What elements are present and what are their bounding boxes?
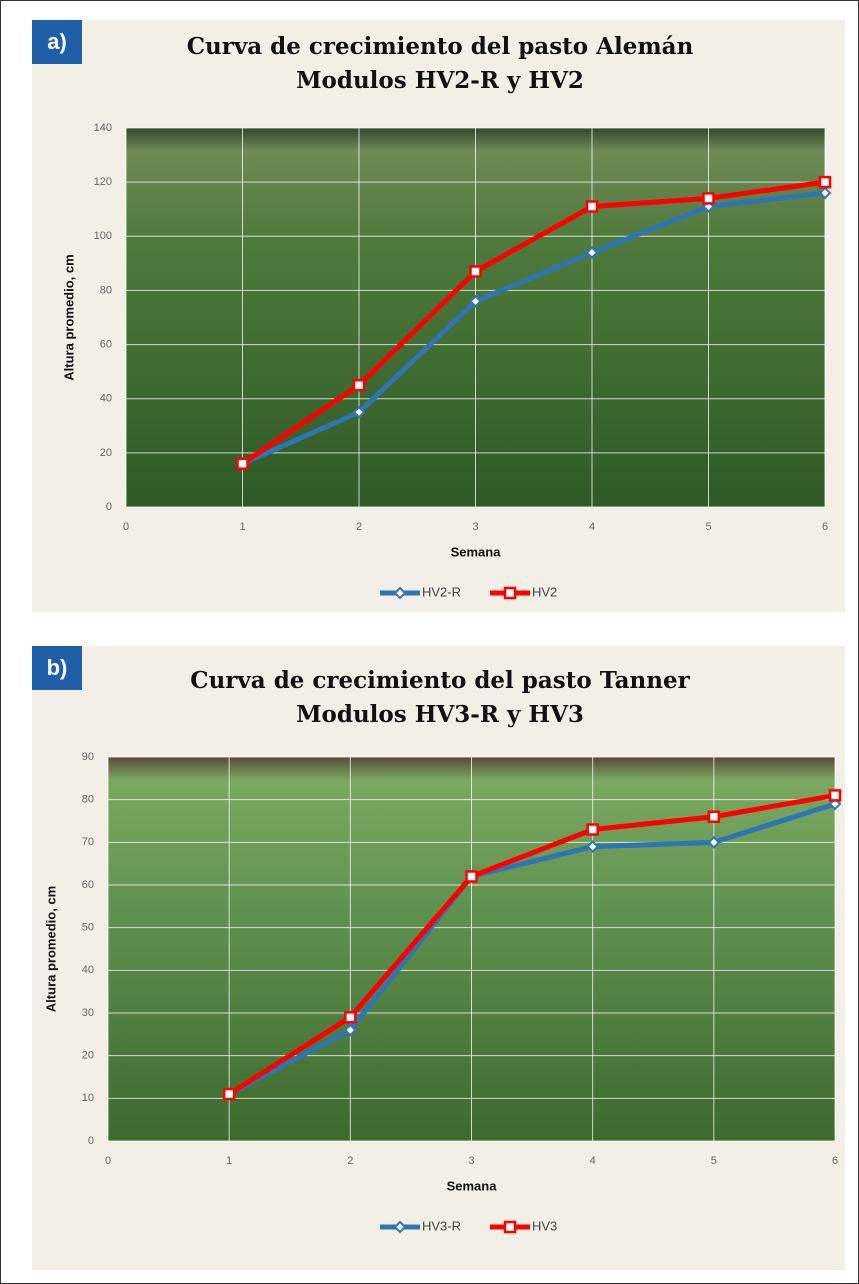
marker	[505, 1222, 515, 1232]
chart-subtitle: Modulos HV3-R y HV3	[296, 701, 584, 728]
y-tick-label: 40	[100, 393, 112, 405]
marker	[704, 193, 714, 203]
marker	[238, 459, 248, 469]
x-tick-label: 5	[711, 1155, 717, 1167]
x-tick-label: 5	[705, 521, 711, 533]
y-tick-label: 70	[82, 836, 94, 848]
y-tick-label: 20	[100, 447, 112, 459]
y-tick-label: 140	[94, 122, 112, 134]
y-tick-label: 0	[106, 501, 112, 513]
x-tick-label: 3	[468, 1155, 474, 1167]
marker	[709, 812, 719, 822]
y-tick-label: 80	[82, 794, 94, 806]
marker	[820, 177, 830, 187]
x-tick-label: 1	[239, 521, 245, 533]
y-tick-label: 0	[88, 1135, 94, 1147]
y-tick-label: 20	[82, 1050, 94, 1062]
x-tick-label: 6	[832, 1155, 838, 1167]
y-tick-label: 10	[82, 1092, 94, 1104]
y-tick-label: 40	[82, 964, 94, 976]
page: a) Curva de crecimiento del pasto Alemán M…	[0, 0, 859, 1284]
chart-subtitle: Modulos HV2-R y HV2	[296, 67, 584, 94]
marker	[467, 871, 477, 881]
marker	[505, 588, 515, 598]
panel-label: b)	[47, 655, 68, 680]
legend-label: HV2-R	[422, 584, 461, 599]
y-tick-label: 80	[100, 284, 112, 296]
x-tick-label: 3	[472, 521, 478, 533]
marker	[471, 266, 481, 276]
x-tick-label: 4	[590, 1155, 596, 1167]
x-tick-label: 2	[356, 521, 362, 533]
x-tick-label: 0	[123, 521, 129, 533]
legend-label: HV3	[532, 1218, 557, 1233]
y-tick-label: 30	[82, 1007, 94, 1019]
y-axis-label: Altura promedio, cm	[61, 254, 76, 380]
marker	[587, 202, 597, 212]
marker	[345, 1012, 355, 1022]
y-tick-label: 100	[94, 230, 112, 242]
marker	[354, 380, 364, 390]
x-tick-label: 6	[822, 521, 828, 533]
y-tick-label: 60	[82, 879, 94, 891]
x-tick-label: 4	[589, 521, 595, 533]
x-tick-label: 1	[226, 1155, 232, 1167]
marker	[224, 1089, 234, 1099]
x-axis-label: Semana	[451, 544, 502, 559]
y-tick-label: 60	[100, 338, 112, 350]
y-axis-label: Altura promedio, cm	[43, 886, 58, 1012]
y-tick-label: 50	[82, 922, 94, 934]
x-tick-label: 2	[347, 1155, 353, 1167]
y-tick-label: 120	[94, 176, 112, 188]
chart-title: Curva de crecimiento del pasto Alemán	[187, 33, 694, 60]
marker	[588, 825, 598, 835]
y-tick-label: 90	[82, 751, 94, 763]
legend-label: HV3-R	[422, 1218, 461, 1233]
panel-label: a)	[47, 29, 67, 54]
marker	[830, 790, 840, 800]
chart-title: Curva de crecimiento del pasto Tanner	[190, 667, 690, 694]
x-tick-label: 0	[105, 1155, 111, 1167]
legend-label: HV2	[532, 584, 557, 599]
x-axis-label: Semana	[447, 1178, 498, 1193]
